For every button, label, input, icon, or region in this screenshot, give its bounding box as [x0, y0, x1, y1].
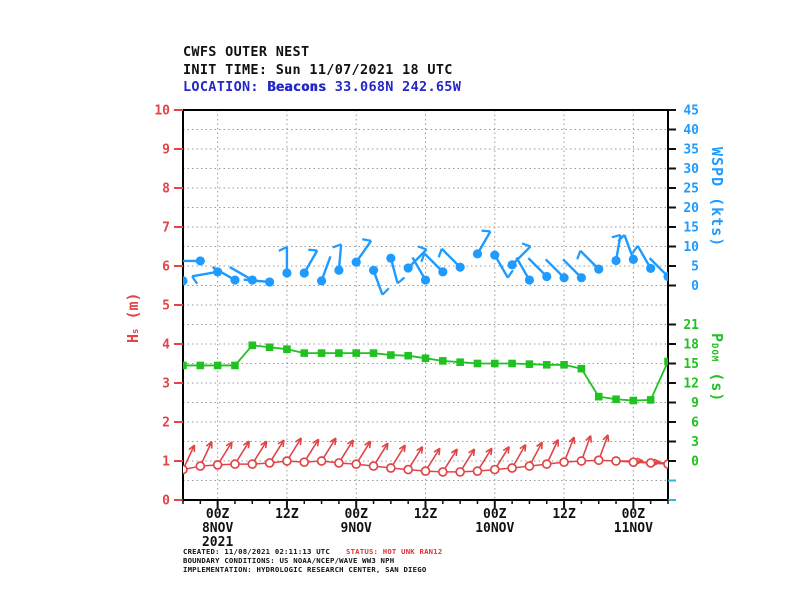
svg-text:15: 15: [683, 357, 699, 372]
svg-text:15: 15: [683, 221, 699, 236]
svg-text:00Z: 00Z: [483, 507, 507, 522]
svg-text:2: 2: [162, 416, 170, 431]
footer-created-line: CREATED: 11/08/2021 02:11:13 UTC STATUS: …: [183, 547, 443, 557]
implementation-text: IMPLEMENTATION: HYDROLOGIC RESEARCH CENT…: [183, 564, 427, 574]
svg-text:4: 4: [162, 338, 170, 353]
svg-text:7: 7: [162, 221, 170, 236]
svg-text:12Z: 12Z: [275, 507, 299, 522]
svg-text:11NOV: 11NOV: [614, 521, 653, 536]
svg-text:12Z: 12Z: [552, 507, 576, 522]
svg-text:0: 0: [162, 494, 170, 509]
svg-text:2021: 2021: [202, 535, 233, 550]
svg-text:0: 0: [691, 279, 699, 294]
hs-axis-label: Hs (m): [124, 292, 142, 343]
svg-text:00Z: 00Z: [344, 507, 368, 522]
location-label: LOCATION:: [183, 79, 259, 95]
svg-text:9: 9: [162, 143, 170, 158]
svg-text:0: 0: [691, 455, 699, 470]
svg-text:00Z: 00Z: [206, 507, 230, 522]
svg-text:6: 6: [691, 416, 699, 431]
location-name: Beacons: [267, 79, 327, 95]
svg-text:00Z: 00Z: [622, 507, 646, 522]
svg-text:8: 8: [162, 182, 170, 197]
location-coords: 33.068N 242.65W: [334, 79, 462, 95]
svg-text:1: 1: [162, 455, 170, 470]
pdom-axis-label: PDOM (s): [708, 333, 726, 403]
svg-text:21: 21: [683, 318, 699, 333]
svg-text:12: 12: [683, 377, 699, 392]
svg-text:3: 3: [691, 435, 699, 450]
chart-header: CWFS OUTER NEST INIT TIME: Sun 11/07/202…: [183, 44, 461, 97]
svg-text:18: 18: [683, 338, 699, 353]
svg-text:3: 3: [162, 377, 170, 392]
page-title: CWFS OUTER NEST: [183, 44, 310, 60]
svg-text:45: 45: [683, 104, 699, 119]
boundary-text: BOUNDARY CONDITIONS: US NOAA/NCEP/WAVE W…: [183, 555, 395, 565]
status-text: STATUS: HOT UNK RAN12: [345, 547, 443, 556]
svg-text:10: 10: [154, 104, 170, 119]
wspd-axis-label: WSPD (kts): [708, 147, 726, 248]
chart-footer: CREATED: 11/08/2021 02:11:13 UTC STATUS: …: [183, 547, 443, 575]
svg-text:6: 6: [162, 260, 170, 275]
svg-text:10NOV: 10NOV: [475, 521, 514, 536]
svg-text:12Z: 12Z: [414, 507, 438, 522]
svg-text:8NOV: 8NOV: [202, 521, 233, 536]
svg-text:30: 30: [683, 162, 699, 177]
svg-text:35: 35: [683, 143, 699, 158]
svg-text:9: 9: [691, 396, 699, 411]
init-time: INIT TIME: Sun 11/07/2021 18 UTC: [183, 61, 453, 78]
svg-text:20: 20: [683, 201, 699, 216]
svg-text:5: 5: [162, 299, 170, 314]
svg-text:40: 40: [683, 123, 699, 138]
svg-text:25: 25: [683, 182, 699, 197]
svg-text:10: 10: [683, 240, 699, 255]
svg-text:5: 5: [691, 260, 699, 275]
location-line: LOCATION: Beacons 33.068N 242.65W: [183, 79, 461, 97]
created-text: CREATED: 11/08/2021 02:11:13 UTC: [183, 547, 330, 556]
svg-text:9NOV: 9NOV: [341, 521, 372, 536]
